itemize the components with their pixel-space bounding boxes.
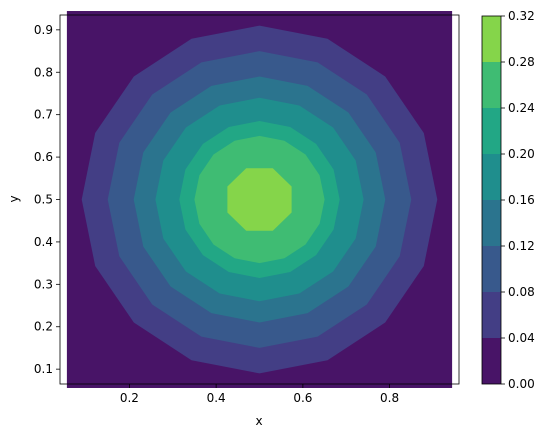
colorbar-tick-label: 0.12 — [508, 239, 535, 253]
axes: 0.2 0.4 0.6 0.8 0.1 0.2 0.3 0.4 0.5 0.6 0.7 0.8 0.9 — [34, 14, 460, 405]
x-tick-label: 0.4 — [207, 391, 226, 405]
y-tick-label: 0.4 — [34, 235, 53, 249]
y-axis-label: y — [7, 195, 21, 202]
y-tick-label: 0.9 — [34, 23, 53, 37]
y-tick-label: 0.7 — [34, 108, 53, 122]
y-tick-label: 0.1 — [34, 362, 53, 376]
colorbar-band-0 — [482, 338, 501, 384]
x-axis-label: x — [255, 414, 262, 428]
colorbar-tick-label: 0.28 — [508, 55, 535, 69]
y-tick-label: 0.8 — [34, 65, 53, 79]
y-tick-label: 0.6 — [34, 150, 53, 164]
colorbar-band-6 — [482, 62, 501, 108]
colorbar-tick-label: 0.32 — [508, 9, 535, 23]
y-tick-label: 0.2 — [34, 320, 53, 334]
colorbar-band-5 — [482, 108, 501, 154]
x-tick-label: 0.8 — [380, 391, 399, 405]
colorbar-tick-label: 0.16 — [508, 193, 535, 207]
colorbar-band-3 — [482, 200, 501, 246]
colorbar-tick-label: 0.04 — [508, 331, 535, 345]
colorbar: 0.00 0.04 0.08 0.12 0.16 0.20 0.24 0.28 0.32 — [481, 9, 535, 391]
x-tick-label: 0.2 — [120, 391, 139, 405]
colorbar-band-2 — [482, 246, 501, 292]
colorbar-tick-label: 0.08 — [508, 285, 535, 299]
x-tick-label: 0.6 — [293, 391, 312, 405]
colorbar-tick-label: 0.20 — [508, 147, 535, 161]
colorbar-band-7 — [482, 16, 501, 62]
colorbar-tick-label: 0.24 — [508, 101, 535, 115]
contour-band-7 — [227, 168, 292, 231]
colorbar-band-1 — [482, 292, 501, 338]
colorbar-tick-label: 0.00 — [508, 377, 535, 391]
plot-area — [66, 11, 453, 388]
y-tick-label: 0.3 — [34, 277, 53, 291]
colorbar-band-4 — [482, 154, 501, 200]
y-tick-label: 0.5 — [34, 193, 53, 207]
